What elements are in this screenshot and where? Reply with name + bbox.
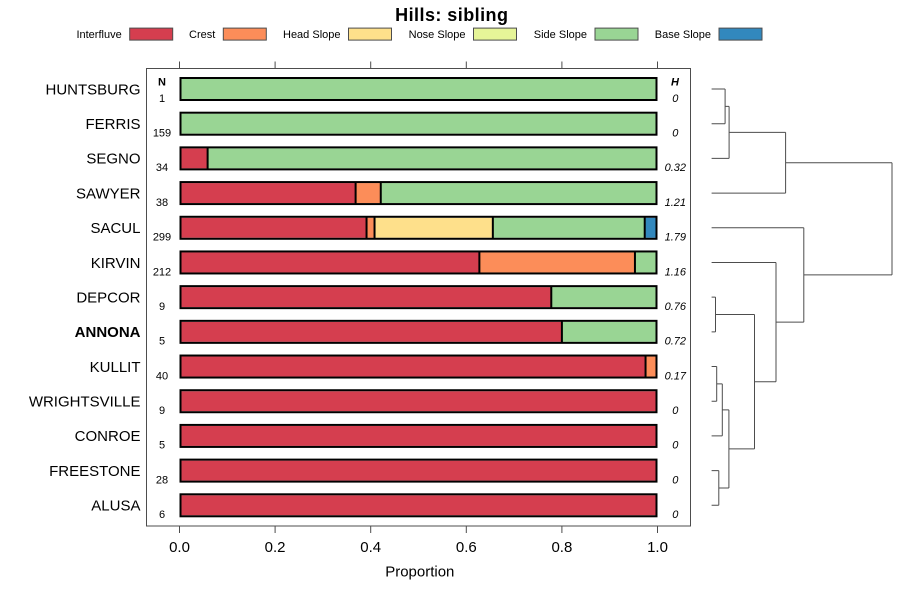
svg-text:28: 28	[156, 474, 168, 486]
svg-text:0.4: 0.4	[360, 539, 381, 556]
svg-text:5: 5	[159, 440, 165, 452]
svg-text:Interfluve: Interfluve	[76, 29, 121, 41]
svg-text:1.16: 1.16	[665, 266, 687, 278]
svg-text:40: 40	[156, 370, 168, 382]
svg-text:Crest: Crest	[189, 29, 215, 41]
svg-text:0.76: 0.76	[665, 301, 687, 313]
svg-text:FERRIS: FERRIS	[85, 116, 140, 133]
svg-text:5: 5	[159, 336, 165, 348]
svg-text:Base Slope: Base Slope	[655, 29, 711, 41]
svg-text:0: 0	[672, 128, 679, 140]
svg-text:0.17: 0.17	[665, 370, 687, 382]
svg-text:0: 0	[672, 405, 679, 417]
svg-text:9: 9	[159, 301, 165, 313]
svg-text:FREESTONE: FREESTONE	[49, 463, 140, 480]
svg-text:DEPCOR: DEPCOR	[76, 290, 140, 307]
svg-text:ANNONA: ANNONA	[75, 324, 141, 341]
svg-text:38: 38	[156, 197, 168, 209]
svg-text:34: 34	[156, 162, 168, 174]
svg-text:KIRVIN: KIRVIN	[91, 255, 141, 272]
svg-text:WRIGHTSVILLE: WRIGHTSVILLE	[29, 394, 141, 411]
svg-text:Hills: sibling: Hills: sibling	[395, 5, 508, 25]
svg-text:CONROE: CONROE	[75, 428, 141, 445]
svg-text:1: 1	[159, 93, 165, 105]
svg-text:0: 0	[672, 474, 679, 486]
svg-text:0.72: 0.72	[665, 336, 686, 348]
svg-text:9: 9	[159, 405, 165, 417]
svg-text:SACUL: SACUL	[90, 220, 140, 237]
svg-text:212: 212	[153, 266, 171, 278]
svg-text:0.6: 0.6	[456, 539, 477, 556]
svg-text:SAWYER: SAWYER	[76, 185, 141, 202]
svg-text:HUNTSBURG: HUNTSBURG	[45, 81, 140, 98]
svg-text:H: H	[671, 77, 680, 89]
svg-text:299: 299	[153, 232, 171, 244]
svg-text:159: 159	[153, 128, 171, 140]
svg-text:Head Slope: Head Slope	[283, 29, 341, 41]
svg-text:0.8: 0.8	[551, 539, 572, 556]
svg-text:0.0: 0.0	[169, 539, 190, 556]
svg-text:SEGNO: SEGNO	[86, 151, 140, 168]
svg-text:N: N	[158, 77, 166, 89]
svg-text:1.79: 1.79	[665, 232, 686, 244]
svg-text:Side Slope: Side Slope	[534, 29, 587, 41]
svg-text:ALUSA: ALUSA	[91, 498, 140, 515]
svg-text:Proportion: Proportion	[385, 564, 454, 581]
svg-text:0: 0	[672, 93, 679, 105]
svg-text:KULLIT: KULLIT	[90, 359, 141, 376]
svg-text:0.32: 0.32	[665, 162, 686, 174]
svg-text:1.0: 1.0	[647, 539, 668, 556]
svg-text:Nose Slope: Nose Slope	[409, 29, 466, 41]
svg-text:0: 0	[672, 440, 679, 452]
svg-text:1.21: 1.21	[665, 197, 686, 209]
svg-text:0.2: 0.2	[265, 539, 286, 556]
svg-text:6: 6	[159, 509, 165, 521]
svg-text:0: 0	[672, 509, 679, 521]
